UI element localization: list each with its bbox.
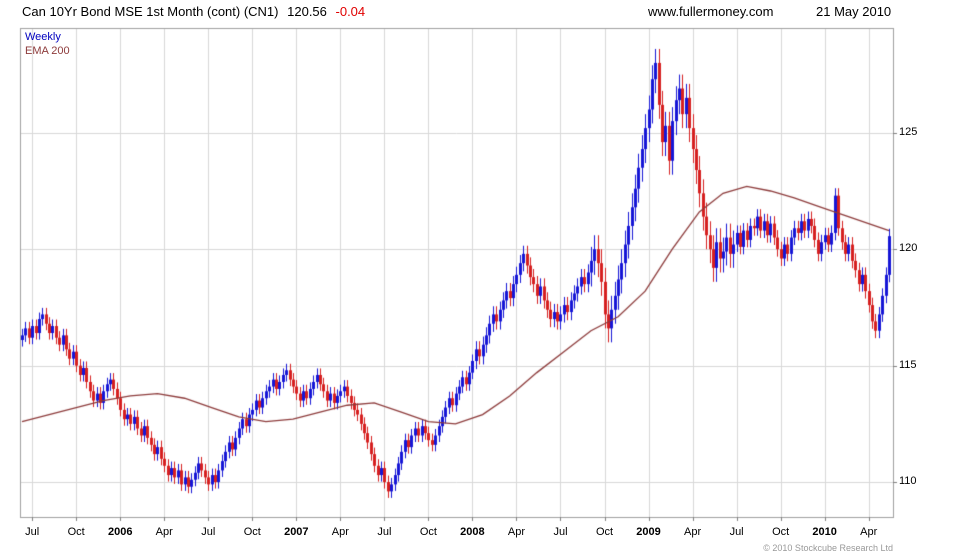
x-axis-label: 2006 bbox=[107, 526, 133, 538]
y-axis-label: 125 bbox=[899, 125, 918, 138]
x-axis-label: Oct bbox=[67, 526, 85, 538]
x-axis-label: Jul bbox=[729, 526, 744, 538]
y-axis-label: 115 bbox=[899, 358, 917, 371]
date-label: 21 May 2010 bbox=[816, 4, 892, 19]
website-label: www.fullermoney.com bbox=[648, 4, 774, 19]
x-axis-label: Apr bbox=[860, 526, 878, 538]
last-price: 120.56 bbox=[287, 4, 327, 19]
copyright-label: © 2010 Stockcube Research Ltd bbox=[763, 543, 893, 553]
x-axis-label: 2010 bbox=[812, 526, 837, 538]
x-axis-label: 2008 bbox=[460, 526, 485, 538]
legend-timeframe: Weekly bbox=[25, 31, 61, 43]
y-axis-label: 110 bbox=[899, 475, 917, 488]
x-axis-label: Jul bbox=[25, 526, 40, 538]
x-axis-label: Jul bbox=[553, 526, 568, 538]
x-axis-label: Oct bbox=[772, 526, 790, 538]
x-axis-label: Apr bbox=[507, 526, 526, 538]
x-axis-label: Apr bbox=[684, 526, 702, 538]
x-axis-label: Oct bbox=[419, 526, 437, 538]
x-axis-label: 2007 bbox=[284, 526, 309, 538]
instrument-name: Can 10Yr Bond MSE 1st Month (cont) (CN1) bbox=[22, 4, 279, 19]
x-axis-label: Jul bbox=[201, 526, 216, 538]
x-axis-label: 2009 bbox=[636, 526, 661, 538]
x-axis-label: Oct bbox=[595, 526, 614, 538]
price-change: -0.04 bbox=[335, 4, 366, 19]
x-axis-label: Oct bbox=[243, 526, 261, 538]
y-axis-label: 120 bbox=[899, 242, 918, 255]
x-axis-label: Apr bbox=[155, 526, 173, 538]
x-axis-label: Apr bbox=[331, 526, 349, 538]
legend-ema: EMA 200 bbox=[25, 45, 70, 57]
x-axis-label: Jul bbox=[377, 526, 392, 538]
chart-title: Can 10Yr Bond MSE 1st Month (cont) (CN1)… bbox=[22, 4, 365, 19]
